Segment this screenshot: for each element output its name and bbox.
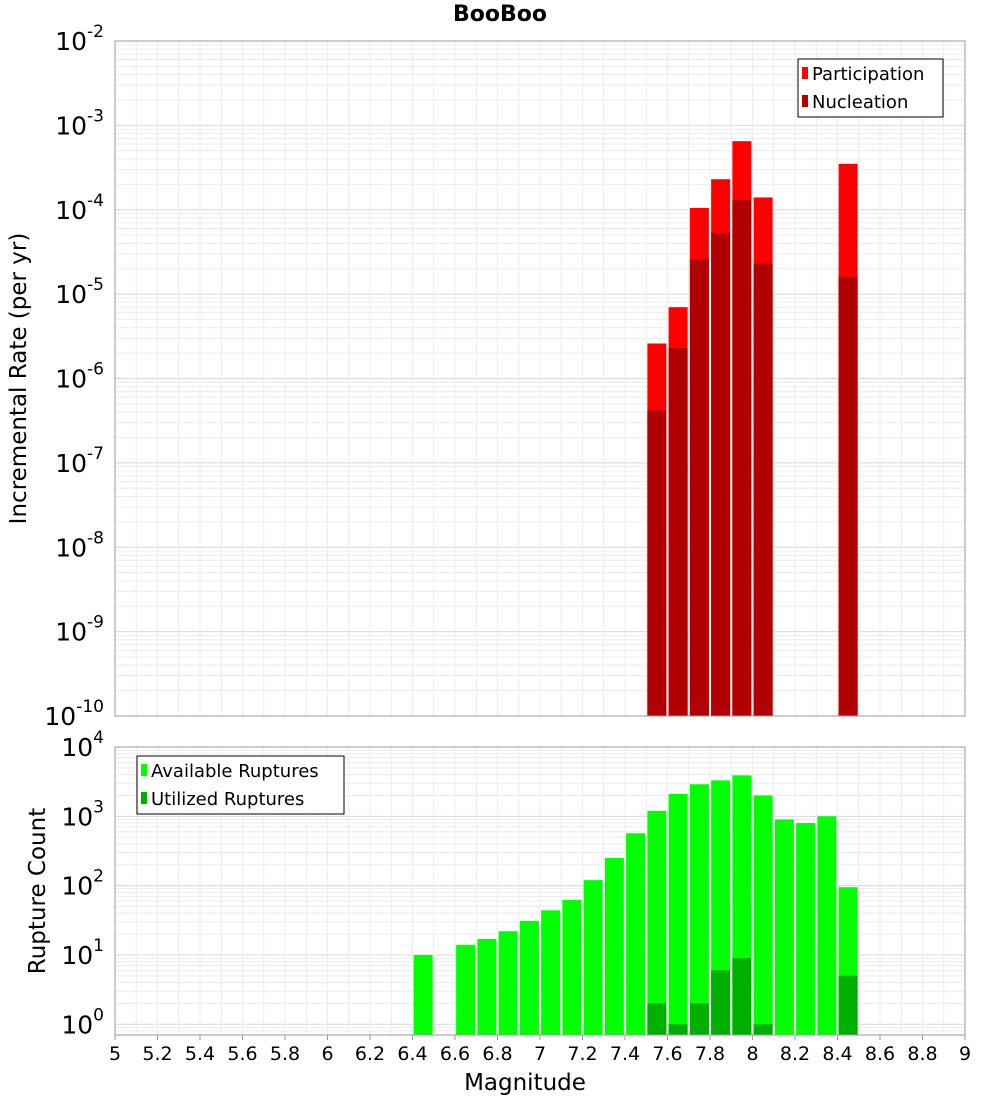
y-tick-label: 104 [61, 728, 104, 762]
x-tick-label: 6.6 [440, 1043, 470, 1065]
x-tick-label: 6.2 [355, 1043, 385, 1065]
y-tick-label: 103 [61, 797, 104, 831]
x-tick-label: 7 [534, 1043, 546, 1065]
legend: Available Ruptures Utilized Ruptures [136, 755, 345, 815]
legend-box [797, 58, 944, 118]
x-tick-label: 8 [746, 1043, 758, 1065]
x-tick-label: 5.8 [270, 1043, 300, 1065]
x-axis-label: Magnitude [464, 1070, 586, 1096]
bar-available-ruptures [583, 880, 603, 1035]
x-tick-label: 7.8 [695, 1043, 725, 1065]
legend-label: Utilized Ruptures [151, 789, 304, 810]
bar-utilized-ruptures [668, 1024, 688, 1035]
bar-available-ruptures [562, 900, 582, 1035]
legend-label: Nucleation [812, 92, 908, 113]
legend-swatch [802, 67, 808, 79]
x-tick-label: 8.8 [907, 1043, 937, 1065]
x-tick-label: 6.4 [397, 1043, 427, 1065]
x-tick-label: 7.4 [610, 1043, 640, 1065]
legend-box [136, 755, 345, 815]
x-tick-label: 8.4 [822, 1043, 852, 1065]
y-tick-label: 10-10 [44, 697, 104, 731]
y-tick-label: 100 [61, 1005, 104, 1039]
bar-nucleation [753, 263, 773, 716]
y-tick-label: 10-7 [55, 444, 104, 478]
bar-nucleation [668, 347, 688, 716]
legend-label: Available Ruptures [151, 761, 319, 782]
x-tick-label: 5.6 [227, 1043, 257, 1065]
bar-utilized-ruptures [753, 1024, 773, 1035]
bar-utilized-ruptures [647, 1003, 667, 1035]
bar-utilized-ruptures [732, 958, 752, 1035]
y-tick-label: 10-3 [55, 106, 104, 140]
bar-available-ruptures [753, 795, 773, 1035]
plot-frame [114, 40, 966, 717]
y-axis-label: Rupture Count [25, 808, 51, 974]
x-tick-label: 5 [109, 1043, 121, 1065]
x-tick-label: 9 [959, 1043, 971, 1065]
x-tick-label: 6.8 [482, 1043, 512, 1065]
bar-available-ruptures [498, 931, 518, 1035]
bar-nucleation [732, 200, 752, 716]
x-tick-label: 8.2 [780, 1043, 810, 1065]
y-tick-label: 10-2 [55, 22, 104, 56]
y-tick-label: 10-4 [55, 191, 104, 225]
bar-utilized-ruptures [689, 1003, 709, 1035]
x-tick-label: 5.2 [142, 1043, 172, 1065]
legend-swatch [141, 764, 147, 776]
y-tick-label: 10-8 [55, 528, 104, 562]
chart-title: BooBoo [453, 2, 547, 27]
bar-available-ruptures [477, 938, 497, 1035]
bar-available-ruptures [541, 910, 561, 1035]
y-tick-label: 102 [61, 867, 104, 901]
x-tick-label: 7.2 [567, 1043, 597, 1065]
bar-available-ruptures [668, 793, 688, 1035]
bar-nucleation [838, 276, 858, 716]
bar-nucleation [647, 410, 667, 716]
bar-available-ruptures [604, 858, 624, 1035]
bar-available-ruptures [817, 816, 837, 1035]
bar-nucleation [689, 259, 709, 716]
plot-panel-2: 100 101 102 103 104 Rupture Count Available Ru… [25, 728, 966, 1039]
legend-swatch [802, 95, 808, 107]
bar-nucleation [711, 233, 731, 716]
x-tick-label: 5.4 [185, 1043, 215, 1065]
x-tick-label: 6 [321, 1043, 333, 1065]
bar-available-ruptures [796, 823, 816, 1035]
bar-utilized-ruptures [711, 970, 731, 1035]
bar-available-ruptures [626, 833, 646, 1035]
y-tick-label: 10-9 [55, 613, 104, 647]
y-tick-label: 10-5 [55, 275, 104, 309]
bar-available-ruptures [647, 810, 667, 1035]
bar-available-ruptures [689, 784, 709, 1035]
legend: Participation Nucleation [797, 58, 944, 118]
y-tick-label: 101 [61, 936, 104, 970]
plot-panel-1: 10-10 10-9 10-8 10-7 10-6 10-5 10-4 10-3 10-2 Inc… [6, 22, 966, 731]
bar-available-ruptures [519, 920, 539, 1035]
bar-available-ruptures [774, 819, 794, 1035]
legend-swatch [141, 792, 147, 804]
x-tick-label: 8.6 [865, 1043, 895, 1065]
bar-available-ruptures [413, 954, 433, 1035]
x-tick-label: 7.6 [652, 1043, 682, 1065]
y-axis-label: Incremental Rate (per yr) [6, 233, 32, 525]
bar-utilized-ruptures [838, 975, 858, 1035]
y-tick-label: 10-6 [55, 360, 104, 394]
legend-label: Participation [812, 64, 924, 85]
bar-available-ruptures [456, 944, 476, 1035]
